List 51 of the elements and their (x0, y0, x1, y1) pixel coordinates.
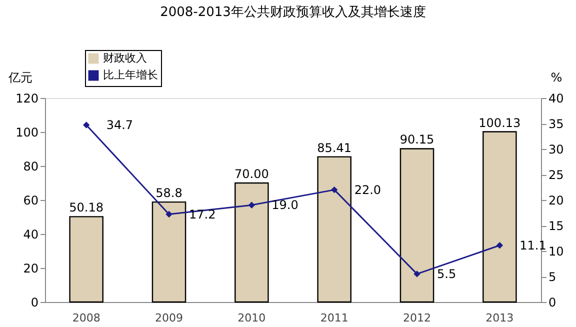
y2-tick-label: 40 (548, 92, 564, 106)
data-label: 34.7 (106, 118, 134, 132)
y-tick-label: 100 (16, 126, 38, 140)
data-label: 11.1 (520, 238, 546, 252)
data-label: 19.0 (272, 198, 298, 212)
x-tick-label: 2012 (403, 312, 431, 324)
bar (400, 148, 434, 303)
y2-tick-label: 30 (548, 142, 564, 156)
y2-tick-label: 0 (548, 296, 556, 310)
x-tick-label: 2013 (486, 312, 514, 324)
y-tick-label: 40 (23, 228, 38, 242)
data-label: 70.00 (234, 167, 269, 181)
bar (482, 131, 517, 303)
data-label: 22.0 (354, 182, 382, 197)
legend-label: 财政收入 (103, 52, 147, 64)
x-tick-label: 2011 (320, 312, 348, 324)
point (330, 186, 338, 194)
y2-tick-label: 35 (548, 117, 564, 131)
y2-tick-label: 15 (548, 219, 564, 233)
point (414, 270, 420, 278)
data-label: 85.41 (317, 140, 352, 155)
data-label: 58.8 (156, 186, 182, 200)
point (248, 202, 256, 208)
y-tick-label: 0 (30, 296, 38, 310)
x-tick-label: 2008 (72, 312, 100, 324)
legend-label: 比上年增长 (103, 68, 158, 82)
data-label: 5.5 (437, 266, 456, 281)
data-label: 50.18 (69, 200, 104, 215)
data-label: 90.15 (400, 132, 434, 147)
bar (152, 201, 186, 303)
x-tick-label: 2009 (155, 312, 183, 324)
bar (317, 156, 352, 303)
y-tick-label: 120 (16, 92, 38, 106)
y2-tick-label: 10 (548, 244, 564, 258)
data-label: 100.13 (478, 116, 521, 130)
point (82, 122, 90, 128)
point (166, 210, 172, 218)
bar (69, 216, 104, 303)
y2-tick-label: 20 (548, 194, 564, 208)
y-tick-label: 80 (23, 160, 38, 174)
data-label: 17.2 (189, 207, 216, 222)
point (496, 242, 504, 249)
y2-tick-label: 5 (548, 270, 556, 284)
y2-tick-label: 25 (548, 168, 564, 182)
y-tick-label: 60 (23, 194, 38, 208)
chart-title: 2008-2013年公共财政预算收入及其增长速度 (160, 4, 426, 20)
x-tick-label: 2010 (238, 312, 266, 324)
y-tick-label: 20 (23, 262, 38, 276)
bar (234, 182, 269, 303)
y-axis-title: 亿元 (8, 70, 32, 84)
y2-axis-title: % (550, 70, 562, 84)
